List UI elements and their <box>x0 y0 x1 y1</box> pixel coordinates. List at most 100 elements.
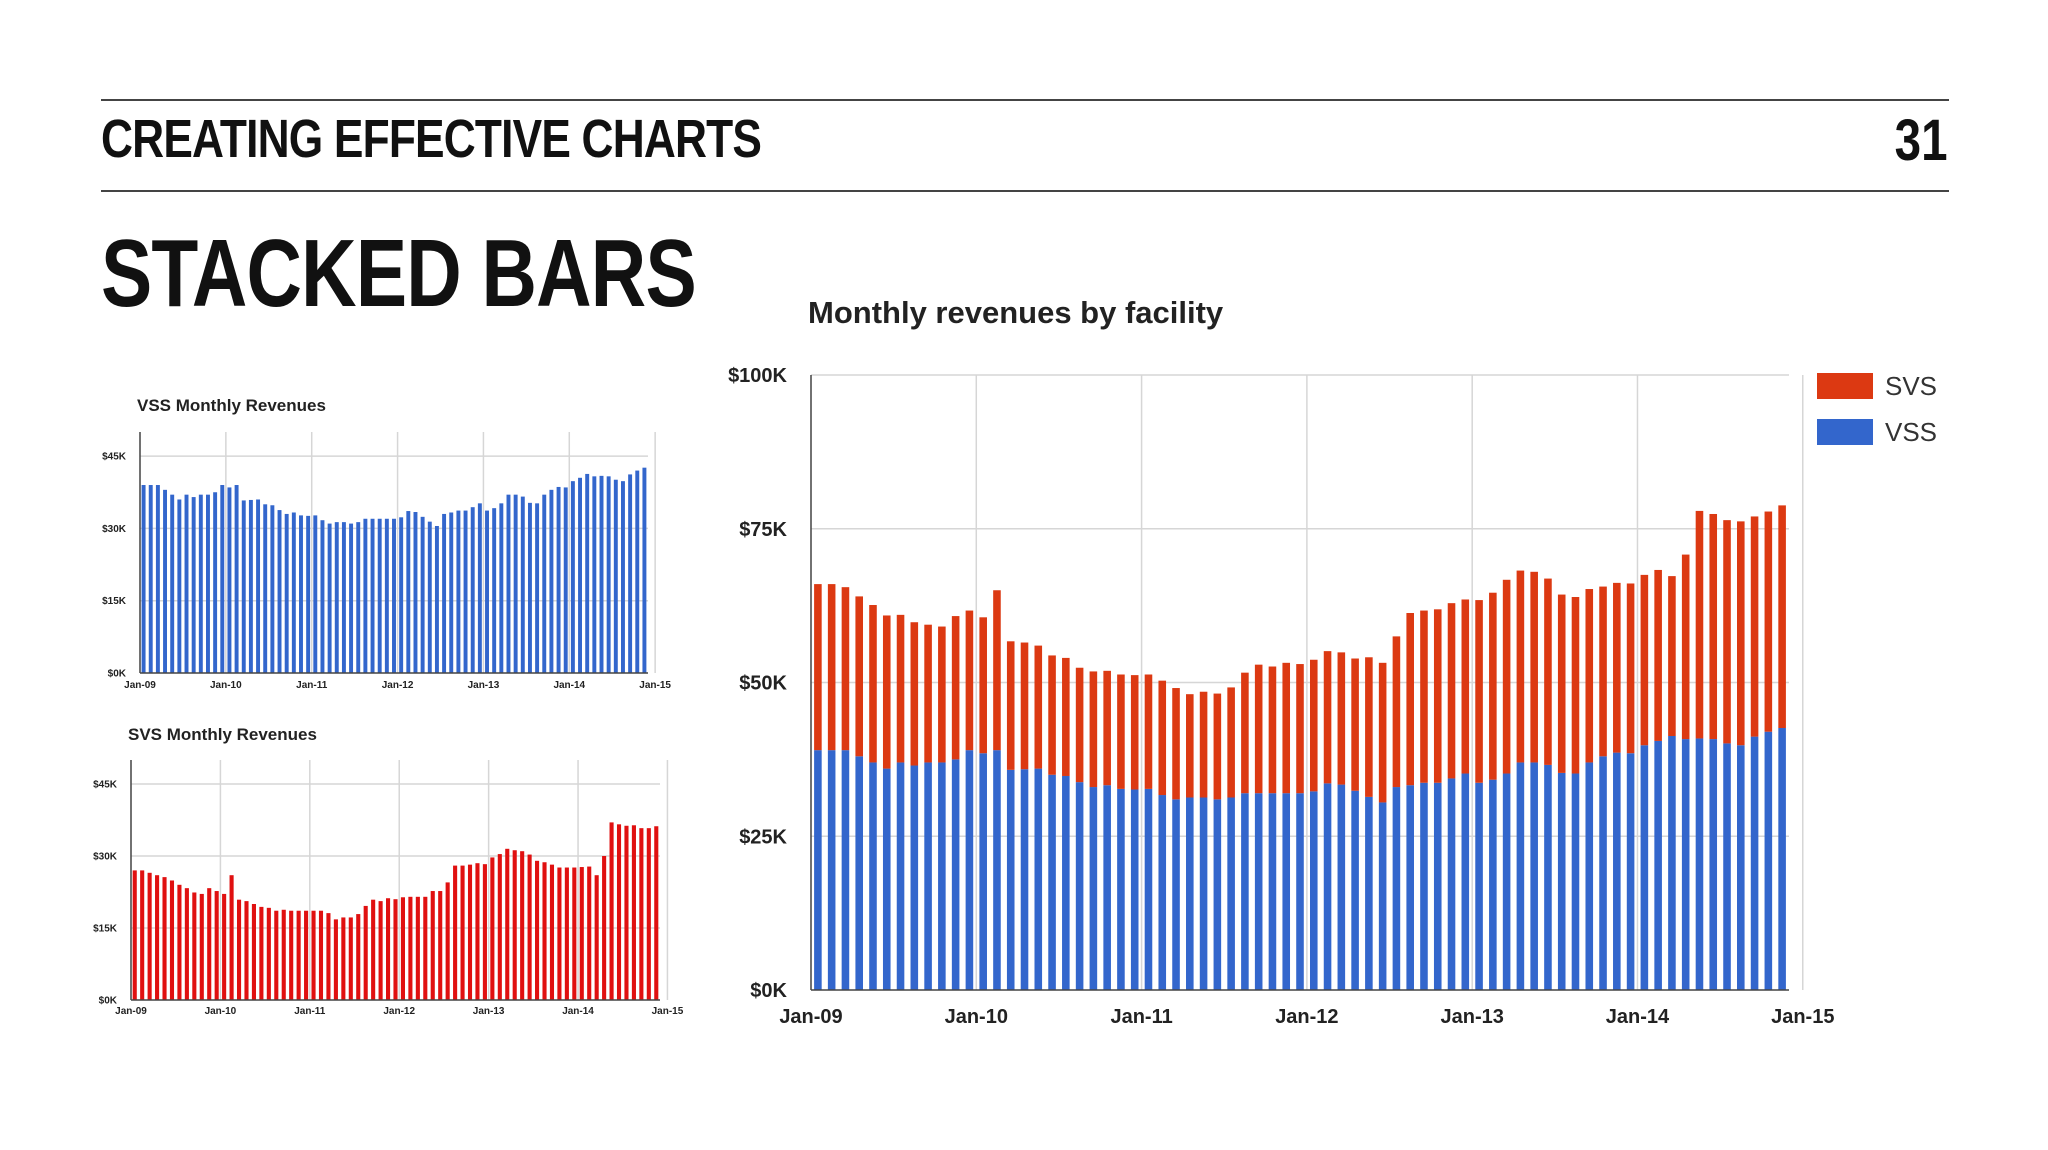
x-tick-label: Jan-15 <box>652 1006 684 1017</box>
bar-vss <box>1516 762 1525 990</box>
bar-vss <box>979 753 987 990</box>
bar-vss <box>1461 773 1470 990</box>
bar-value <box>556 486 561 673</box>
bar-value <box>251 904 256 1000</box>
bar-value <box>400 897 405 1000</box>
bar-value <box>177 884 182 1000</box>
bar-value <box>415 896 420 1000</box>
bar-value <box>213 492 218 673</box>
bar-svs <box>1406 613 1414 786</box>
bar-vss <box>1626 753 1635 990</box>
bar-value <box>620 481 625 673</box>
bar-value <box>413 512 418 673</box>
bar-value <box>348 917 353 1000</box>
bar-value <box>579 867 584 1000</box>
bar-vss <box>1199 797 1208 990</box>
bar-value <box>277 510 282 673</box>
bar-vss <box>1254 793 1263 990</box>
bar-svs <box>1172 688 1180 800</box>
x-tick-label: Jan-09 <box>115 1006 147 1017</box>
bar-svs <box>1158 680 1167 796</box>
bar-value <box>141 485 146 673</box>
y-tick-label: $45K <box>93 780 118 791</box>
bar-value <box>642 467 647 673</box>
bar-value <box>206 494 210 673</box>
bar-vss <box>1695 738 1704 990</box>
bar-svs <box>1020 642 1029 770</box>
bar-value <box>349 523 354 673</box>
bar-value <box>191 497 196 673</box>
x-tick-label: Jan-11 <box>296 680 328 691</box>
bar-value <box>155 485 160 673</box>
chart-1: SVS Monthly Revenues $0K $15K $30K $45K Jan-0… <box>93 725 684 1017</box>
bar-value <box>263 504 268 673</box>
bar-vss <box>1778 728 1786 990</box>
bar-vss <box>1475 782 1483 990</box>
y-tick-label: $100K <box>728 365 787 387</box>
bar-svs <box>1392 636 1401 788</box>
bar-value <box>199 893 204 1000</box>
bar-value <box>499 503 504 673</box>
bar-value <box>482 864 487 1000</box>
bar-vss <box>1599 756 1607 990</box>
bar-vss <box>1020 769 1029 990</box>
y-tick-label: $25K <box>739 826 787 848</box>
bar-value <box>557 867 562 1000</box>
bar-value <box>442 513 447 673</box>
bar-svs <box>1075 667 1084 783</box>
bar-value <box>386 898 391 1000</box>
bar-vss <box>1186 797 1194 990</box>
bar-svs <box>1447 603 1456 779</box>
bar-value <box>299 515 303 673</box>
bar-value <box>477 503 482 673</box>
y-tick-label: $0K <box>750 980 787 1002</box>
bar-value <box>377 518 382 673</box>
bar-value <box>241 500 246 673</box>
bar-svs <box>1723 520 1731 744</box>
bar-value <box>606 476 611 673</box>
bar-svs <box>1668 576 1676 737</box>
bar-vss <box>1268 793 1277 990</box>
bar-svs <box>1006 641 1015 770</box>
x-tick-label: Jan-15 <box>639 680 671 691</box>
bar-value <box>274 910 279 1000</box>
bar-value <box>220 485 225 673</box>
bar-value <box>341 522 346 673</box>
bar-value <box>270 505 275 673</box>
bar-value <box>535 503 540 673</box>
bar-value <box>563 487 568 673</box>
chart-2: Monthly revenues by facility $0K $25K $50K $… <box>728 295 1937 1028</box>
bar-value <box>318 910 324 1000</box>
bar-value <box>304 910 309 1000</box>
bar-value <box>370 518 375 673</box>
bar-value <box>423 896 428 1000</box>
x-tick-label: Jan-09 <box>779 1006 842 1028</box>
bar-vss <box>1737 745 1745 990</box>
bar-value <box>639 828 644 1000</box>
bar-svs <box>1750 516 1759 737</box>
bar-value <box>259 906 264 1000</box>
x-tick-label: Jan-14 <box>1606 1006 1670 1028</box>
bar-vss <box>910 765 919 990</box>
chart-0: VSS Monthly Revenues $0K $15K $30K $45K Jan-0… <box>102 396 671 691</box>
bar-vss <box>814 750 822 990</box>
bar-svs <box>1309 659 1318 792</box>
bar-value <box>467 864 473 1000</box>
bar-value <box>594 875 599 1000</box>
bar-svs <box>1130 675 1139 790</box>
bar-svs <box>1062 657 1070 776</box>
bar-value <box>453 865 458 1000</box>
bar-value <box>520 496 525 673</box>
bar-value <box>266 907 271 1000</box>
bar-value <box>296 910 301 1000</box>
header-bottom-rule <box>101 190 1949 192</box>
legend-swatch-svs <box>1817 373 1873 399</box>
bar-value <box>578 477 582 673</box>
x-tick-label: Jan-10 <box>210 680 242 691</box>
legend-label-vss: VSS <box>1885 417 1937 447</box>
bar-vss <box>924 762 932 990</box>
bar-value <box>408 896 413 1000</box>
y-tick-label: $15K <box>102 596 127 607</box>
bar-vss <box>1613 752 1621 990</box>
bar-svs <box>965 610 974 751</box>
